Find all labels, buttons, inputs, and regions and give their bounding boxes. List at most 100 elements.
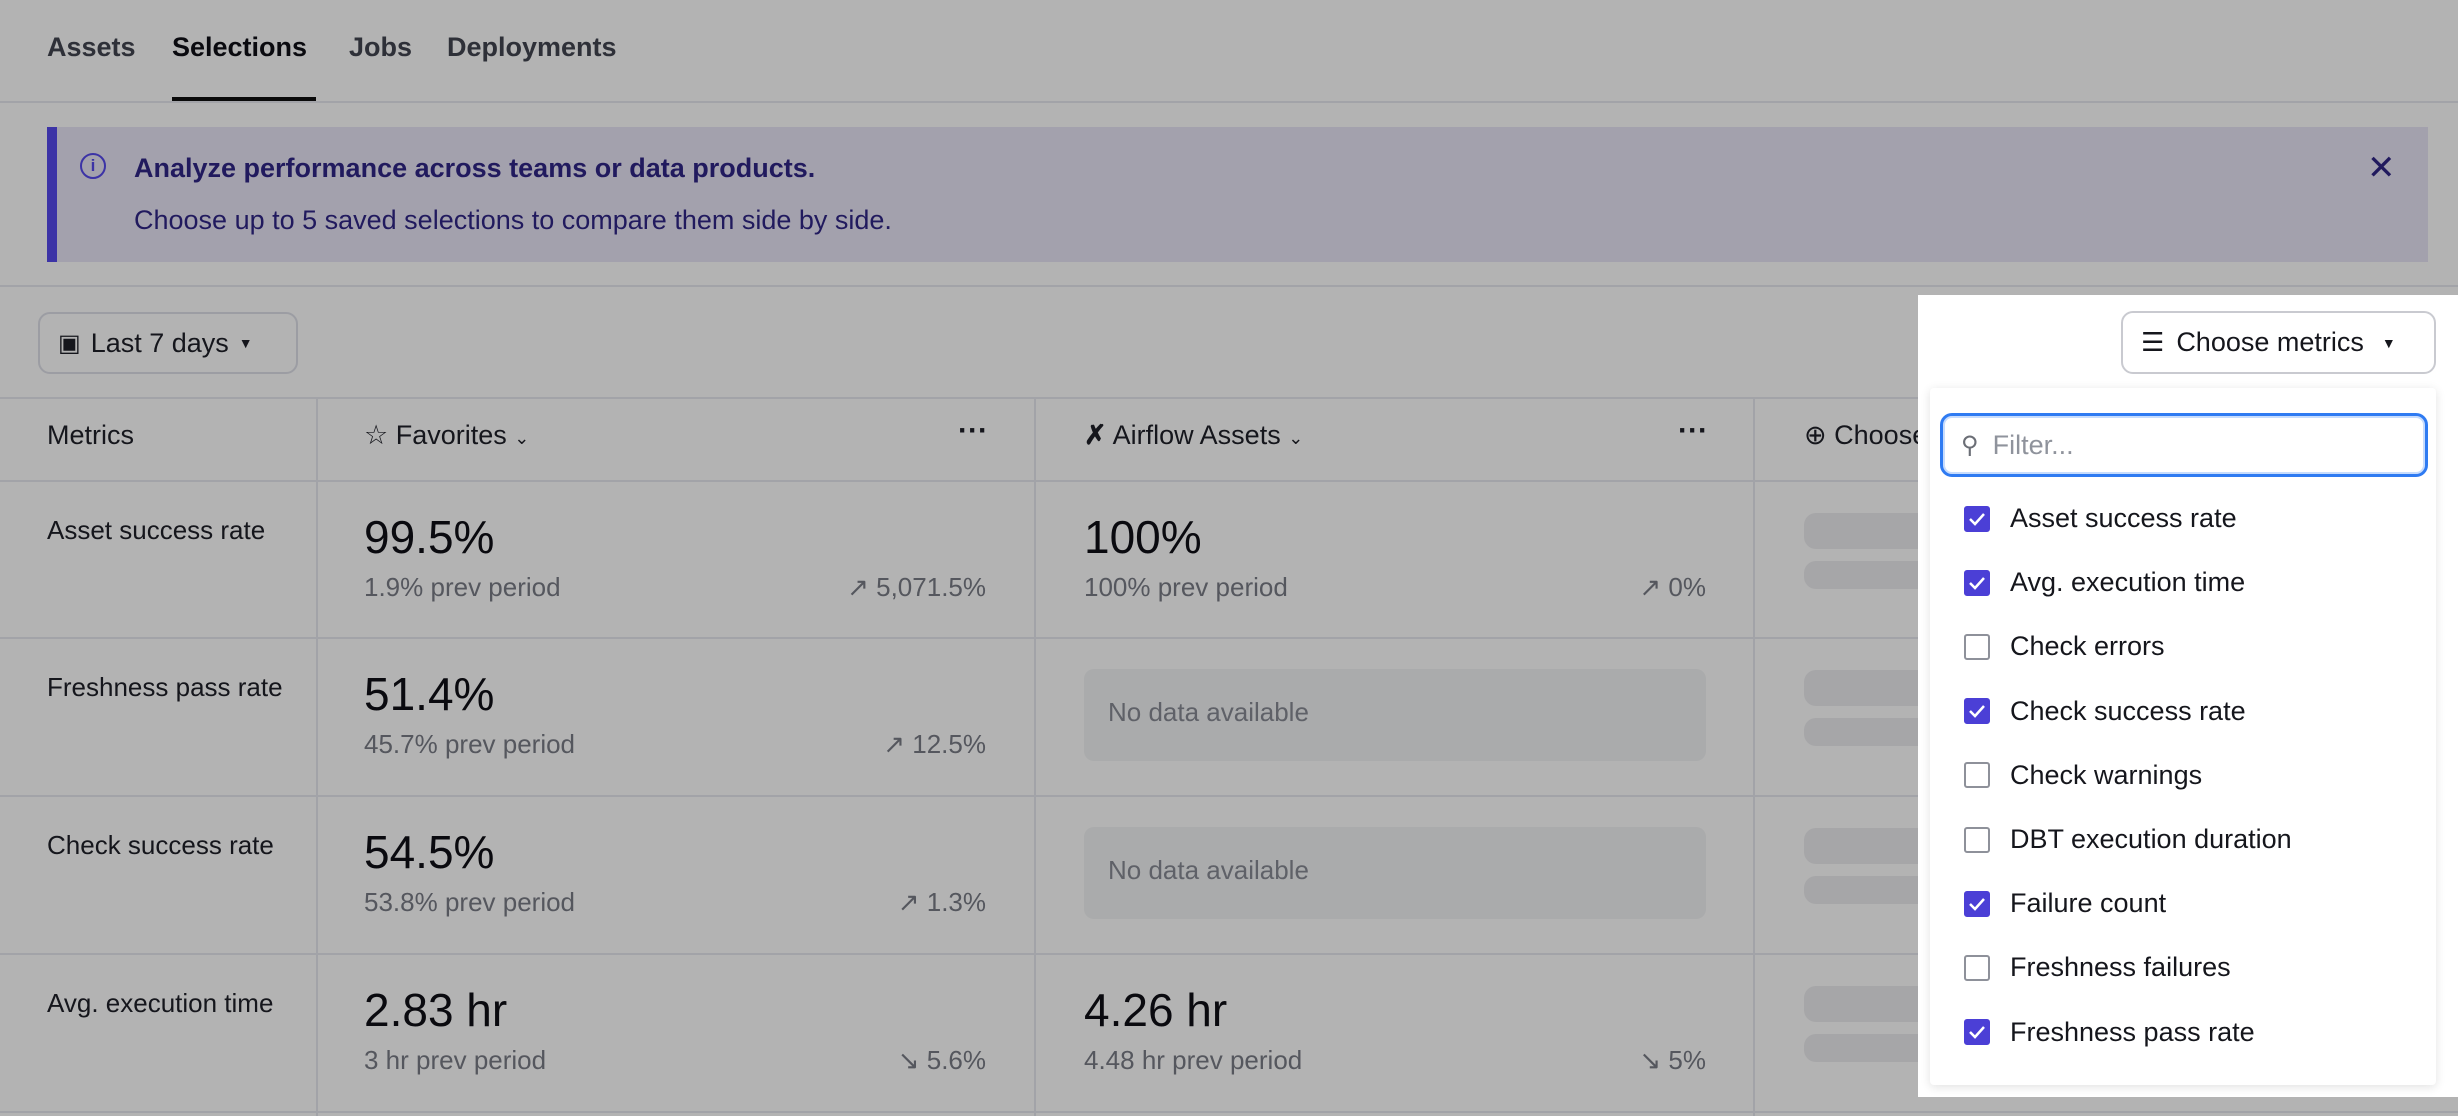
table-top-border (0, 397, 2458, 399)
airflow-icon: ✗ (1084, 420, 1107, 450)
star-icon: ☆ (364, 420, 389, 450)
checkbox[interactable] (1964, 826, 1990, 853)
divider (0, 285, 2458, 287)
delta: ↗ 0% (1639, 572, 1706, 603)
metric-option[interactable]: Failure count (1964, 888, 2166, 919)
metric-option-label: Check success rate (2010, 695, 2246, 726)
trend-up-icon: ↗ (897, 887, 920, 917)
checkbox[interactable] (1964, 633, 1990, 660)
no-data-placeholder: No data available (1084, 827, 1706, 919)
delta-value: 5% (1668, 1045, 1706, 1075)
airflow-label: Airflow Assets (1112, 420, 1281, 450)
trend-up-icon: ↗ (1639, 572, 1662, 602)
no-data-placeholder: No data available (1084, 669, 1706, 761)
metric-option[interactable]: Check errors (1964, 631, 2165, 662)
row-divider (0, 637, 2458, 639)
metric-label: Check success rate (47, 830, 274, 860)
trend-up-icon: ↗ (883, 729, 906, 759)
table-icon: ☰ (2141, 327, 2165, 357)
delta-value: 0% (1668, 572, 1706, 602)
info-banner (47, 127, 2428, 262)
checkbox[interactable] (1964, 569, 1990, 596)
metric-option[interactable]: Avg. execution time (1964, 567, 2245, 598)
filter-input-wrapper[interactable]: ⚲ (1940, 413, 2428, 477)
metric-option[interactable]: Asset success rate (1964, 503, 2237, 534)
filter-input[interactable] (1992, 429, 2373, 461)
metric-option[interactable]: Freshness failures (1964, 952, 2231, 983)
delta-value: 5,071.5% (876, 572, 986, 602)
metric-option[interactable]: Freshness pass rate (1964, 1017, 2255, 1048)
metric-value: 2.83 hr (364, 984, 508, 1036)
delta: ↗ 1.3% (898, 887, 986, 918)
checkbox[interactable] (1964, 762, 1990, 789)
metric-value: 99.5% (364, 511, 495, 563)
metric-option[interactable]: DBT execution duration (1964, 824, 2292, 855)
choose-metrics-label: Choose metrics (2176, 327, 2364, 357)
metric-option[interactable]: Check success rate (1964, 696, 2246, 727)
loading-skeleton (1804, 876, 1934, 904)
metric-option-label: Avg. execution time (2010, 567, 2246, 598)
prev-period: 1.9% prev period (364, 572, 561, 602)
checkbox[interactable] (1964, 505, 1990, 532)
row-divider (0, 953, 2458, 955)
active-tab-indicator (172, 97, 316, 101)
info-icon: i (80, 153, 106, 179)
metric-option-label: Check errors (2010, 631, 2165, 662)
row-divider (0, 1111, 2458, 1113)
more-options-icon[interactable]: ··· (1678, 414, 1708, 447)
delta: ↘ 5% (1639, 1045, 1706, 1076)
checkbox[interactable] (1964, 954, 1990, 981)
prev-period: 100% prev period (1084, 572, 1288, 602)
metric-option-label: DBT execution duration (2010, 824, 2292, 854)
trend-down-icon: ↘ (1639, 1045, 1662, 1075)
checkbox[interactable] (1964, 698, 1990, 725)
metric-value: 100% (1084, 511, 1202, 563)
favorites-selector[interactable]: ☆ Favorites ⌄ (364, 420, 529, 451)
col-divider (1034, 397, 1036, 1116)
airflow-selector[interactable]: ✗ Airflow Assets ⌄ (1084, 420, 1303, 451)
metric-value: 51.4% (364, 668, 495, 720)
choose-label: Choose (1834, 420, 1928, 450)
metric-label: Avg. execution time (47, 988, 274, 1018)
choose-metrics-button[interactable]: ☰ Choose metrics ▼ (2121, 311, 2436, 374)
checkbox[interactable] (1964, 890, 1990, 917)
close-icon[interactable]: ✕ (2367, 149, 2396, 187)
caret-down-icon: ▼ (2381, 334, 2396, 351)
checkbox[interactable] (1964, 1019, 1990, 1046)
prev-period: 45.7% prev period (364, 729, 576, 759)
delta: ↗ 5,071.5% (847, 572, 986, 603)
delta: ↗ 12.5% (883, 729, 986, 760)
more-options-icon[interactable]: ··· (958, 414, 988, 447)
trend-down-icon: ↘ (897, 1045, 920, 1075)
banner-text: Choose up to 5 saved selections to compa… (134, 205, 892, 235)
metric-option-label: Failure count (2010, 888, 2167, 919)
calendar-icon: ▣ (58, 329, 81, 357)
caret-down-icon: ▼ (238, 335, 253, 351)
metric-option-label: Asset success rate (2010, 503, 2237, 533)
delta-value: 5.6% (926, 1045, 986, 1075)
search-icon: ⚲ (1961, 431, 1979, 459)
row-divider (0, 480, 2458, 482)
row-divider (0, 795, 2458, 797)
chevron-down-icon: ⌄ (514, 428, 530, 448)
tab-selections[interactable]: Selections (172, 32, 308, 62)
metric-option-label: Freshness pass rate (2010, 1016, 2255, 1047)
chevron-down-icon: ⌄ (1288, 428, 1304, 448)
delta: ↘ 5.6% (898, 1045, 986, 1076)
tab-deployments[interactable]: Deployments (447, 32, 617, 62)
banner-title: Analyze performance across teams or data… (134, 153, 816, 183)
tab-jobs[interactable]: Jobs (349, 32, 413, 62)
globe-icon: ⊕ (1804, 420, 1827, 450)
tab-assets[interactable]: Assets (47, 32, 136, 62)
metric-option-label: Check warnings (2010, 759, 2203, 790)
delta-value: 12.5% (912, 729, 986, 759)
trend-up-icon: ↗ (847, 572, 869, 602)
metrics-header: Metrics (47, 420, 134, 450)
metrics-dropdown (1930, 388, 2436, 1085)
date-range-button[interactable]: ▣ Last 7 days ▼ (38, 312, 298, 374)
metric-option[interactable]: Check warnings (1964, 760, 2202, 791)
choose-selection[interactable]: ⊕ Choose (1804, 420, 1927, 451)
delta-value: 1.3% (926, 887, 986, 917)
loading-skeleton (1804, 561, 1934, 589)
loading-skeleton (1804, 718, 1934, 746)
